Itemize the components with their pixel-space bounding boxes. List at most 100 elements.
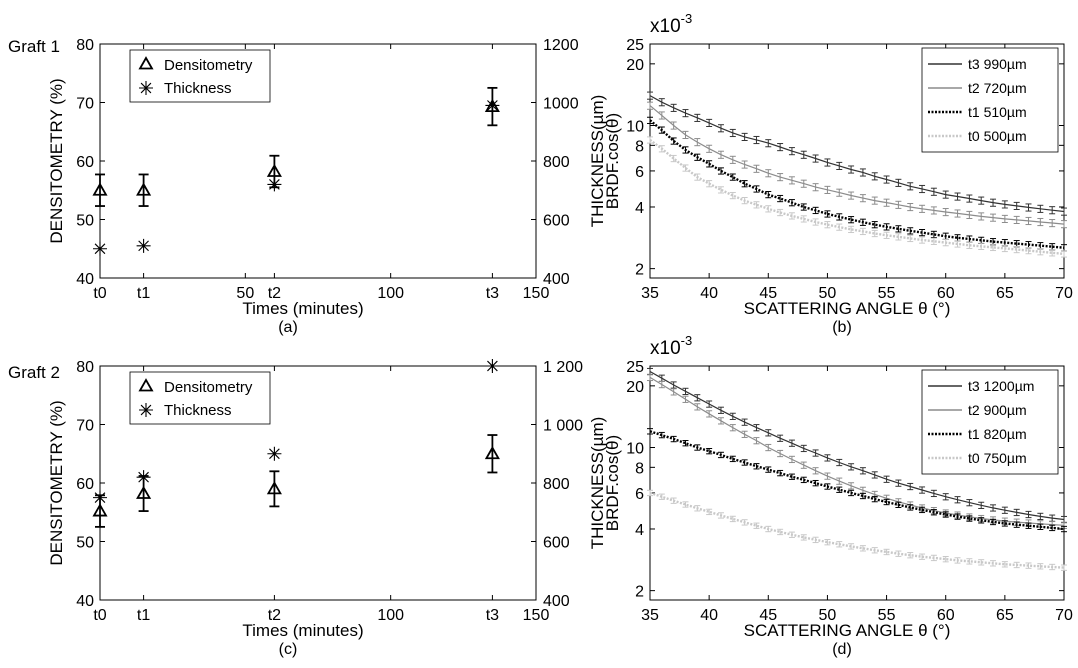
thickness-point (267, 177, 282, 192)
y-tick-label: 4 (635, 200, 644, 217)
x-tick-label: 65 (996, 285, 1014, 302)
panel-caption: (b) (832, 319, 852, 336)
chart-panel-a: t0 t1 50 t2 100 t3 150 40 50 60 70 80 400 600 800 1000 1… (47, 37, 607, 336)
series-line (649, 491, 1065, 569)
densitometry-point (92, 503, 108, 517)
y2-tick-label: 800 (543, 154, 570, 171)
series-line (649, 430, 1065, 531)
x-axis-label: SCATTERING ANGLE θ (°) (744, 299, 951, 318)
series-line (649, 370, 1065, 521)
series-line (649, 138, 1065, 256)
thickness-point (136, 470, 151, 485)
y-tick-label: 60 (76, 154, 94, 171)
axis-scale-factor: x10-3 (650, 11, 692, 37)
y-tick-label: 10 (626, 118, 644, 135)
y2-tick-label: 400 (543, 271, 570, 288)
thickness-point (136, 238, 151, 253)
legend-label: Densitometry (164, 57, 253, 74)
thickness-point (485, 98, 500, 113)
legend-label: t1 820µm (968, 426, 1027, 442)
y2-tick-label: 1 200 (543, 359, 583, 376)
densitometry-point (266, 481, 282, 495)
densitometry-point (92, 182, 108, 196)
densitometry-point (484, 445, 500, 460)
y-tick-label: 70 (76, 96, 94, 113)
x-tick-label: 45 (759, 607, 777, 624)
series-line (649, 376, 1065, 526)
y2-axis-label: THICKNESS(µm) (588, 417, 607, 550)
panel-caption: (d) (832, 641, 852, 658)
y2-axis-label: THICKNESS(µm) (588, 95, 607, 228)
y-tick-label: 8 (635, 138, 644, 155)
x-tick-label: t2 (268, 607, 281, 624)
x-tick-label: 50 (819, 285, 837, 302)
y2-tick-label: 400 (543, 593, 570, 610)
y-axis-label: BRDF.cos(θ) (603, 113, 622, 209)
series-line (649, 95, 1065, 213)
y-tick-label: 6 (635, 486, 644, 503)
y-tick-label: 2 (635, 262, 644, 279)
y2-tick-label: 1200 (543, 37, 579, 54)
legend-label: t3 990µm (968, 56, 1027, 72)
y-tick-label: 2 (635, 584, 644, 601)
x-tick-label: 40 (700, 285, 718, 302)
x-tick-label: 55 (878, 607, 896, 624)
x-tick-label: 65 (996, 607, 1014, 624)
axis-scale-base: x10 (650, 16, 681, 37)
x-tick-label: 45 (759, 285, 777, 302)
x-tick-label: t2 (268, 285, 281, 302)
x-tick-label: 60 (937, 607, 955, 624)
x-tick-label: t1 (137, 607, 150, 624)
legend-marker-triangle (138, 56, 154, 70)
densitometry-point (136, 182, 152, 196)
legend-label: t1 510µm (968, 104, 1027, 120)
x-tick-label: 70 (1055, 607, 1073, 624)
legend-label: Thickness (164, 80, 232, 97)
axis-scale-base: x10 (650, 338, 681, 359)
legend-marker-asterisk (139, 81, 153, 95)
y-axis-label: BRDF.cos(θ) (603, 435, 622, 531)
legend-label: t2 720µm (968, 80, 1027, 96)
legend-label: t3 1200µm (968, 378, 1034, 394)
x-tick-label: t3 (486, 285, 499, 302)
legend-box (129, 49, 271, 103)
x-tick-label: 35 (641, 285, 659, 302)
legend-box (129, 371, 271, 425)
y-tick-label: 20 (626, 379, 644, 396)
y-axis-label: DENSITOMETRY (%) (47, 400, 66, 565)
x-tick-label: 70 (1055, 285, 1073, 302)
y-tick-label: 25 (626, 359, 644, 376)
x-tick-label: 150 (523, 285, 550, 302)
chart-panel-d: 35 40 45 50 55 60 65 70 2 4 6 8 10 20 25 BRDF.cos(θ) x10… (603, 333, 1073, 658)
axis-scale-exponent: -3 (681, 11, 693, 26)
y-tick-label: 40 (76, 593, 94, 610)
x-tick-label: t3 (486, 607, 499, 624)
x-tick-label: 150 (523, 607, 550, 624)
x-tick-label: t0 (93, 285, 106, 302)
legend-label: t0 750µm (968, 450, 1027, 466)
y2-tick-label: 600 (543, 213, 570, 230)
y-tick-label: 8 (635, 460, 644, 477)
y-tick-label: 60 (76, 476, 94, 493)
y2-tick-label: 600 (543, 535, 570, 552)
legend-box (921, 47, 1059, 153)
y-axis-label: DENSITOMETRY (%) (47, 78, 66, 243)
x-tick-label: 50 (236, 285, 254, 302)
panel-caption: (c) (279, 641, 298, 658)
y-tick-label: 50 (76, 213, 94, 230)
row-label-graft-1: Graft 1 (8, 37, 60, 56)
x-tick-label: 100 (377, 285, 404, 302)
plot-frame-d (649, 365, 1065, 601)
x-tick-label: 55 (878, 285, 896, 302)
series-line (649, 119, 1065, 249)
legend-marker-asterisk (139, 403, 153, 417)
legend-label: t2 900µm (968, 402, 1027, 418)
legend-label: Densitometry (164, 379, 253, 396)
thickness-point (485, 359, 500, 373)
axis-scale-factor: x10-3 (650, 333, 692, 359)
chart-panel-c: t0 t1 t2 100 t3 150 40 50 60 70 80 400 600 800 1 000 1 … (47, 359, 607, 658)
y2-tick-label: 1 000 (543, 418, 583, 435)
legend-box (921, 369, 1059, 475)
x-tick-label: 100 (377, 607, 404, 624)
